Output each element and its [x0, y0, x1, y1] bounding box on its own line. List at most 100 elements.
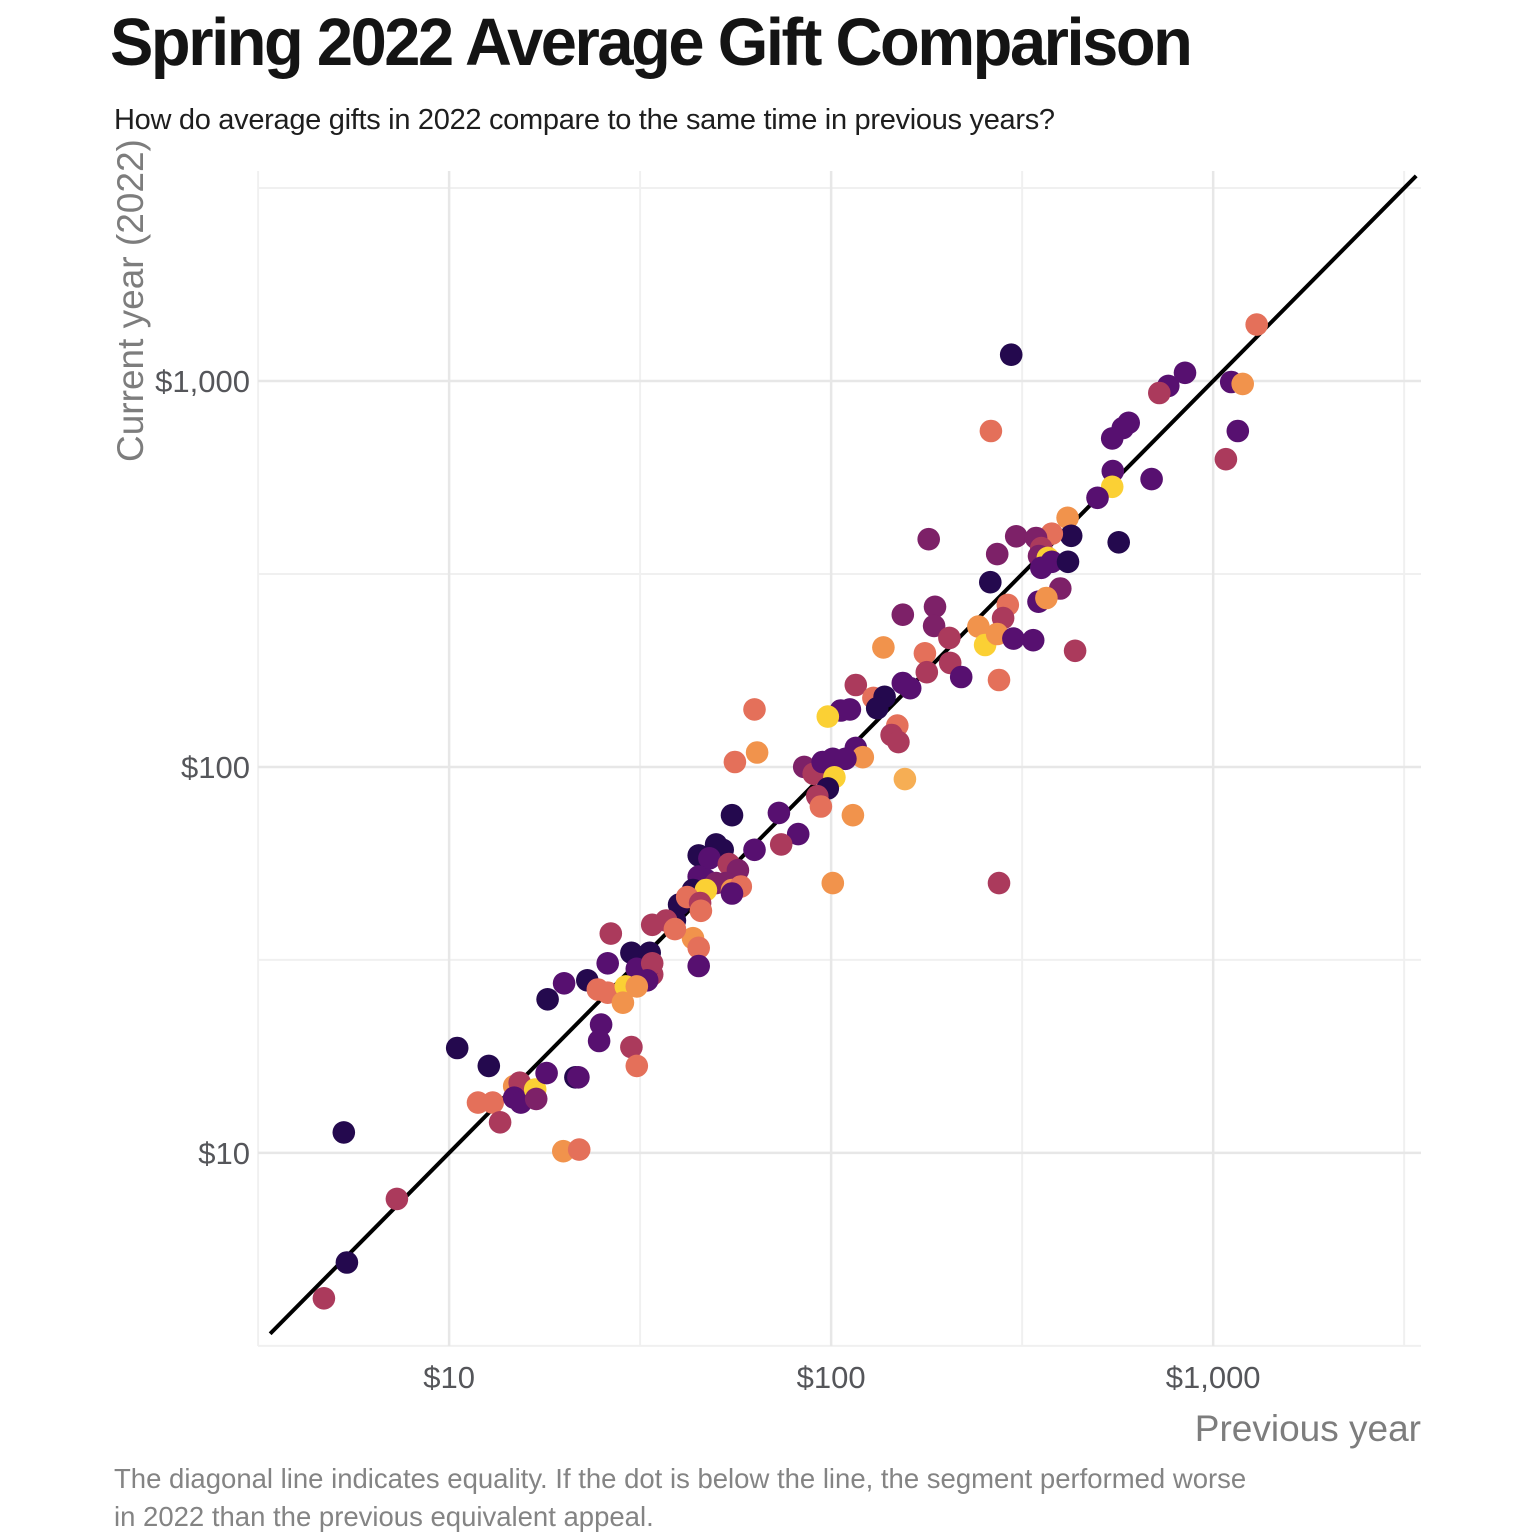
data-point: [698, 847, 721, 870]
data-point: [816, 705, 840, 728]
data-point: [915, 660, 939, 684]
data-point: [745, 741, 769, 764]
data-point: [1004, 525, 1028, 548]
data-point: [567, 1066, 590, 1089]
data-point: [769, 833, 793, 856]
data-point: [1231, 372, 1254, 396]
data-point: [967, 615, 990, 638]
y-axis-title: Current year (2022): [110, 139, 151, 462]
data-point: [1214, 447, 1238, 471]
data-point: [841, 803, 865, 827]
data-point: [481, 1091, 505, 1114]
data-point: [1140, 467, 1163, 491]
data-point: [1100, 427, 1124, 450]
y-tick-label: $1,000: [155, 364, 250, 399]
x-tick-label: $1,000: [1166, 1360, 1261, 1395]
x-tick-label: $100: [797, 1360, 866, 1395]
y-tick-label: $100: [181, 750, 250, 785]
data-point: [312, 1287, 336, 1310]
data-point: [625, 975, 649, 998]
data-point: [620, 1035, 643, 1059]
data-point: [786, 822, 810, 846]
x-axis-title: Previous year: [1194, 1408, 1421, 1449]
data-point: [985, 542, 1009, 566]
data-point: [1030, 556, 1053, 580]
data-point: [611, 991, 635, 1014]
data-point: [987, 871, 1011, 895]
data-point: [809, 795, 833, 818]
data-point: [979, 570, 1002, 594]
data-point: [536, 988, 559, 1011]
data-point: [720, 882, 744, 905]
data-point: [567, 1138, 591, 1161]
data-point: [589, 1013, 613, 1036]
data-point: [1086, 486, 1109, 510]
data-point: [834, 747, 857, 771]
data-point: [844, 673, 868, 697]
chart-title: Spring 2022 Average Gift Comparison: [110, 5, 1193, 80]
data-point: [687, 954, 710, 978]
data-point: [913, 642, 937, 665]
data-point: [663, 917, 687, 941]
data-point: [851, 745, 875, 769]
data-point: [640, 913, 664, 937]
data-point: [887, 730, 910, 754]
data-point: [893, 767, 917, 791]
data-point: [821, 871, 845, 895]
data-point: [640, 952, 664, 975]
data-point: [332, 1121, 356, 1144]
data-point: [1173, 361, 1197, 385]
data-point: [898, 676, 922, 700]
x-tick-label: $10: [423, 1360, 475, 1395]
data-point: [1021, 628, 1045, 652]
data-point: [524, 1087, 548, 1111]
data-point: [979, 419, 1003, 443]
data-point: [720, 803, 744, 827]
data-point: [689, 899, 713, 923]
data-point: [596, 952, 619, 975]
data-point: [1056, 506, 1079, 530]
data-point: [535, 1061, 558, 1085]
data-point: [917, 527, 940, 551]
data-point: [1148, 381, 1171, 405]
data-point: [445, 1036, 469, 1060]
data-point: [1107, 531, 1130, 554]
data-point: [477, 1054, 501, 1078]
data-point: [838, 698, 862, 721]
data-point: [1056, 550, 1080, 574]
data-point: [687, 936, 710, 960]
data-point: [625, 1054, 649, 1078]
y-tick-label: $10: [198, 1136, 250, 1171]
data-point: [922, 614, 946, 638]
data-point: [865, 696, 889, 720]
data-point: [1035, 586, 1058, 610]
caption-line-1: The diagonal line indicates equality. If…: [114, 1463, 1247, 1494]
data-point: [1002, 627, 1025, 650]
data-point: [743, 838, 766, 862]
data-point: [1245, 313, 1268, 336]
data-point: [587, 1029, 611, 1053]
data-point: [1059, 524, 1083, 548]
data-point: [335, 1251, 359, 1274]
data-point: [488, 1111, 512, 1134]
data-point: [767, 801, 791, 825]
chart-caption: The diagonal line indicates equality. If…: [114, 1460, 1246, 1536]
data-point: [872, 636, 895, 659]
data-point: [743, 698, 766, 721]
data-point: [552, 972, 576, 995]
data-point: [891, 603, 915, 626]
data-point: [999, 343, 1023, 367]
data-point: [923, 595, 947, 619]
data-point: [987, 668, 1011, 692]
data-point: [949, 665, 973, 689]
data-point: [599, 922, 623, 945]
data-point: [385, 1187, 409, 1211]
data-point: [1063, 639, 1087, 663]
data-point: [1226, 419, 1250, 443]
data-point: [723, 750, 747, 774]
chart-subtitle: How do average gifts in 2022 compare to …: [114, 104, 1055, 136]
data-point: [938, 626, 961, 650]
